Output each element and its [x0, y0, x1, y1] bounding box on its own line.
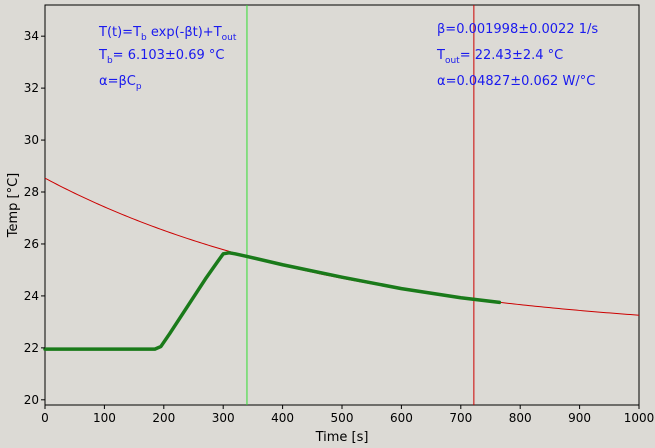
y-tick-label: 34 — [24, 29, 39, 43]
x-tick-label: 300 — [212, 411, 235, 425]
fit-tb: Tb= 6.103±0.69 °C — [98, 48, 224, 66]
fit-formula: T(t)=Tb exp(-βt)+Tout — [98, 25, 237, 43]
x-tick-label: 500 — [331, 411, 354, 425]
y-tick-label: 24 — [24, 289, 39, 303]
x-axis-label: Time [s] — [315, 430, 369, 445]
fit-beta: β=0.001998±0.0022 1/s — [437, 22, 598, 37]
y-tick-label: 26 — [24, 237, 39, 251]
x-tick-label: 400 — [271, 411, 294, 425]
fit-tout: Tout= 22.43±2.4 °C — [436, 48, 563, 66]
y-tick-label: 28 — [24, 185, 39, 199]
y-tick-label: 32 — [24, 81, 39, 95]
series-layer — [43, 177, 640, 351]
vertical-markers — [246, 5, 475, 405]
fit-curve — [44, 177, 640, 316]
fit-annotation-left: T(t)=Tb exp(-βt)+Tout Tb= 6.103±0.69 °C … — [98, 25, 237, 92]
x-tick-label: 800 — [509, 411, 532, 425]
y-tick-label: 30 — [24, 133, 39, 147]
x-tick-label: 900 — [568, 411, 591, 425]
x-axis-ticks: 0 100 200 300 400 500 600 700 800 900 1000 — [41, 405, 654, 425]
x-tick-label: 100 — [93, 411, 116, 425]
y-axis-ticks: 20 22 24 26 28 30 32 34 — [24, 29, 45, 407]
x-tick-label: 200 — [152, 411, 175, 425]
fit-alpha-definition: α=βCp — [99, 74, 142, 92]
y-axis-label: Temp [°C] — [6, 173, 21, 239]
y-tick-label: 20 — [24, 393, 39, 407]
x-tick-label: 0 — [41, 411, 49, 425]
fit-annotation-right: β=0.001998±0.0022 1/s Tout= 22.43±2.4 °C… — [436, 22, 598, 89]
plot-area — [44, 4, 640, 406]
x-tick-label: 600 — [390, 411, 413, 425]
x-tick-label: 1000 — [624, 411, 655, 425]
y-tick-label: 22 — [24, 341, 39, 355]
x-tick-label: 700 — [449, 411, 472, 425]
fit-alpha: α=0.04827±0.062 W/°C — [437, 74, 595, 89]
measured-curve — [43, 251, 502, 351]
